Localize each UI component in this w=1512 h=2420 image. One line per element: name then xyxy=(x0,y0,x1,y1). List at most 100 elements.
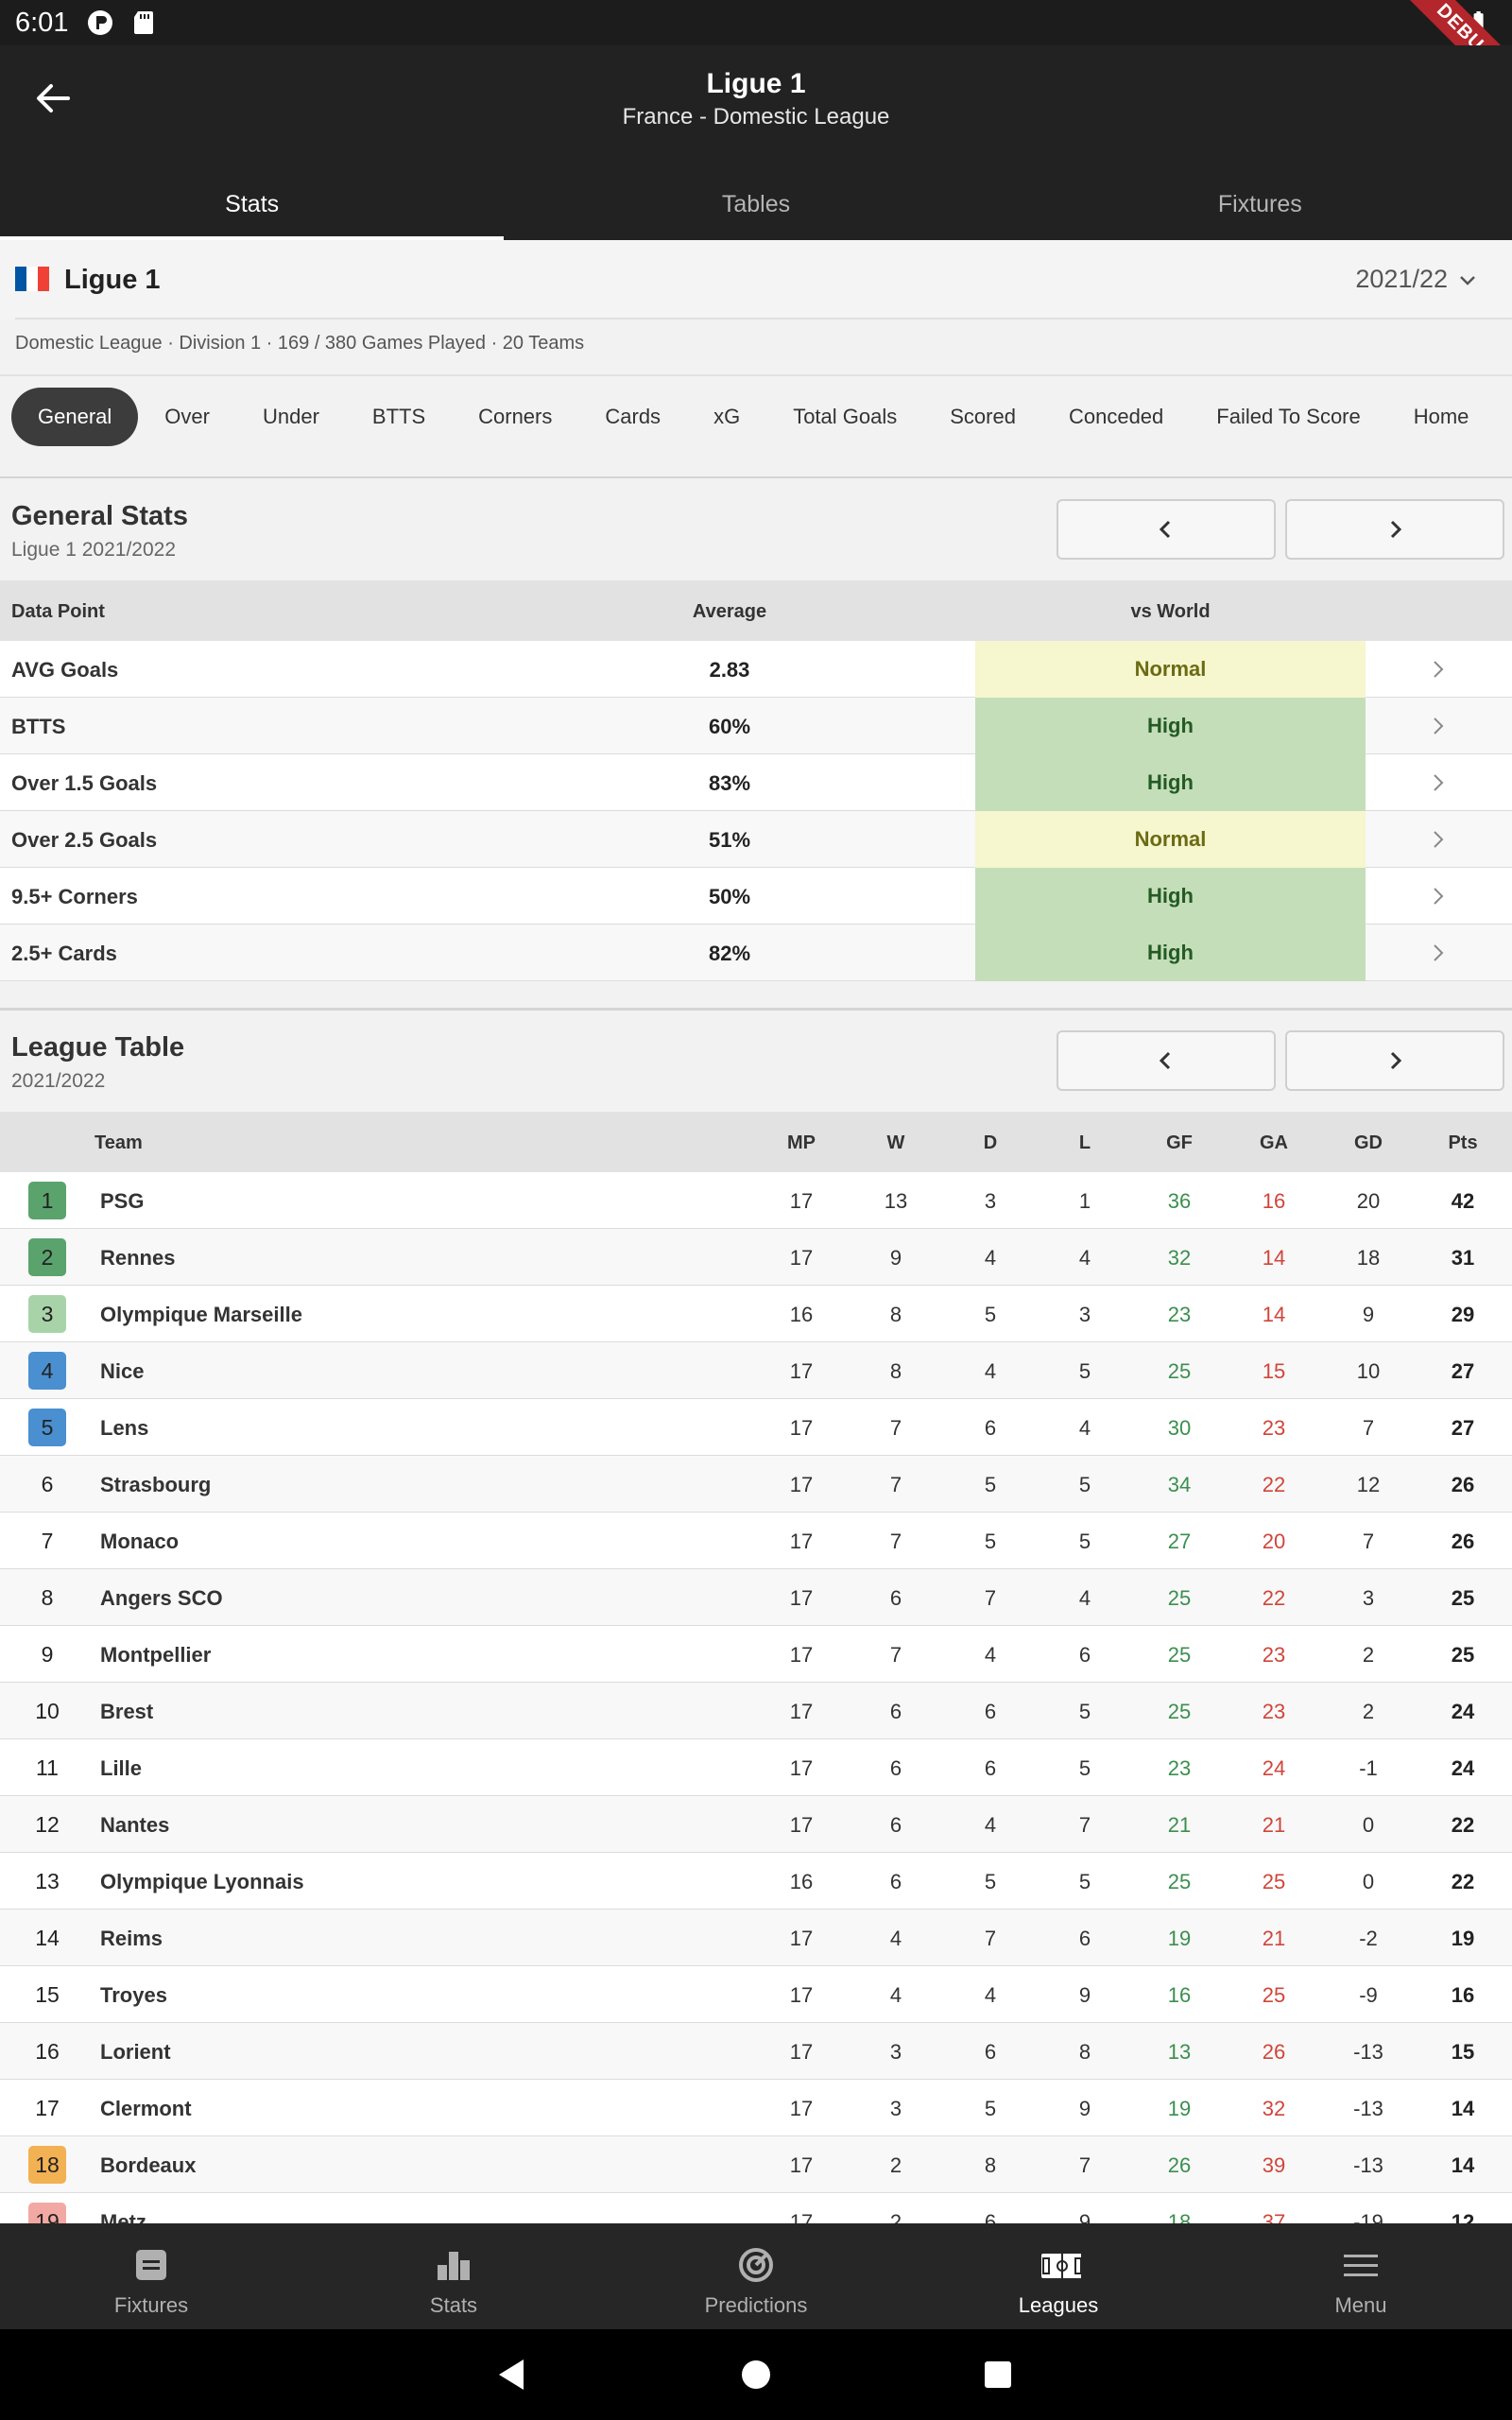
table-cell-gf: 25 xyxy=(1167,1586,1192,1610)
system-home-icon[interactable] xyxy=(737,2356,775,2394)
table-cell-gf: 23 xyxy=(1167,1303,1192,1326)
pitch-icon xyxy=(1041,2254,1081,2278)
table-cell-gf: 36 xyxy=(1167,1189,1192,1213)
table-cell-w: 3 xyxy=(889,2097,902,2120)
table-row[interactable]: 16 Lorient 17 3 6 8 13 26 -13 15 xyxy=(0,2023,1512,2080)
table-row[interactable]: 8 Angers SCO 17 6 7 4 25 22 3 25 xyxy=(0,1569,1512,1626)
team-name: Monaco xyxy=(100,1530,180,1553)
season-dropdown[interactable]: 2021/22 xyxy=(1355,265,1478,294)
stat-vs-world-badge: High xyxy=(975,698,1366,754)
table-cell-gd: 7 xyxy=(1362,1416,1375,1440)
nav-stats-label: Stats xyxy=(429,2293,478,2317)
chip-xg[interactable]: xG xyxy=(713,405,741,428)
sd-card-icon xyxy=(134,11,153,34)
table-cell-w: 13 xyxy=(884,1189,908,1213)
chevron-right-icon xyxy=(1434,888,1444,905)
league-table-next-button[interactable] xyxy=(1285,1030,1504,1091)
nav-predictions[interactable]: Predictions xyxy=(605,2223,907,2329)
table-cell-d: 6 xyxy=(984,1700,997,1723)
stats-row[interactable]: Over 2.5 Goals 51% Normal xyxy=(0,811,1512,868)
back-arrow-icon[interactable] xyxy=(28,74,77,123)
tab-bar: Stats Tables Fixtures xyxy=(0,168,1512,240)
nav-stats[interactable]: Stats xyxy=(302,2223,605,2329)
table-cell-gd: -9 xyxy=(1359,1983,1378,2007)
league-table-prev-button[interactable] xyxy=(1057,1030,1276,1091)
table-cell-pts: 29 xyxy=(1451,1303,1475,1326)
chip-cards[interactable]: Cards xyxy=(605,405,662,428)
stats-row[interactable]: BTTS 60% High xyxy=(0,698,1512,754)
stat-vs-world-badge: High xyxy=(975,925,1366,981)
general-stats-next-button[interactable] xyxy=(1285,499,1504,560)
table-cell-mp: 17 xyxy=(789,1927,814,1950)
table-row[interactable]: 1 PSG 17 13 3 1 36 16 20 42 xyxy=(0,1172,1512,1229)
general-stats-prev-button[interactable] xyxy=(1057,499,1276,560)
table-cell-pts: 19 xyxy=(1451,1927,1475,1950)
nav-menu[interactable]: Menu xyxy=(1210,2223,1512,2329)
table-row[interactable]: 3 Olympique Marseille 16 8 5 3 23 14 9 29 xyxy=(0,1286,1512,1342)
chip-under[interactable]: Under xyxy=(262,405,319,428)
chip-conceded[interactable]: Conceded xyxy=(1068,405,1164,428)
chip-home[interactable]: Home xyxy=(1413,405,1469,428)
system-back-icon[interactable] xyxy=(493,2356,531,2394)
stats-row[interactable]: AVG Goals 2.83 Normal xyxy=(0,641,1512,698)
table-cell-mp: 17 xyxy=(789,2153,814,2177)
tab-fixtures[interactable]: Fixtures xyxy=(1217,191,1302,217)
chip-over[interactable]: Over xyxy=(164,405,210,428)
table-row[interactable]: 6 Strasbourg 17 7 5 5 34 22 12 26 xyxy=(0,1456,1512,1512)
bar-chart-icon xyxy=(438,2252,470,2280)
position-badge: 12 xyxy=(35,1812,60,1837)
table-row[interactable]: 13 Olympique Lyonnais 16 6 5 5 25 25 0 22 xyxy=(0,1853,1512,1910)
table-row[interactable]: 14 Reims 17 4 7 6 19 21 -2 19 xyxy=(0,1910,1512,1966)
position-badge: 3 xyxy=(28,1295,66,1333)
table-row[interactable]: 5 Lens 17 7 6 4 30 23 7 27 xyxy=(0,1399,1512,1456)
tab-tables[interactable]: Tables xyxy=(721,191,791,217)
nav-fixtures[interactable]: Fixtures xyxy=(0,2223,302,2329)
stats-row[interactable]: 2.5+ Cards 82% High xyxy=(0,925,1512,981)
table-row[interactable]: 2 Rennes 17 9 4 4 32 14 18 31 xyxy=(0,1229,1512,1286)
table-cell-gd: 2 xyxy=(1362,1643,1375,1667)
league-table-body[interactable]: 1 PSG 17 13 3 1 36 16 20 42 2 Rennes 17 9 4 4 32 14 18 31 3 O… xyxy=(0,1172,1512,2223)
table-cell-l: 5 xyxy=(1078,1870,1091,1893)
table-cell-gd: -13 xyxy=(1353,2153,1383,2177)
table-row[interactable]: 9 Montpellier 17 7 4 6 25 23 2 25 xyxy=(0,1626,1512,1683)
chip-corners[interactable]: Corners xyxy=(478,405,553,428)
table-row[interactable]: 18 Bordeaux 17 2 8 7 26 39 -13 14 xyxy=(0,2136,1512,2193)
table-cell-gf: 23 xyxy=(1167,1756,1192,1780)
system-recents-icon[interactable] xyxy=(979,2356,1017,2394)
tab-stats[interactable]: Stats xyxy=(0,168,505,240)
table-row[interactable]: 19 Metz 17 2 6 9 18 37 -19 12 xyxy=(0,2193,1512,2223)
chip-general[interactable]: General xyxy=(11,388,139,446)
chip-scored[interactable]: Scored xyxy=(950,405,1016,428)
table-cell-gd: 18 xyxy=(1356,1246,1381,1270)
table-row[interactable]: 15 Troyes 17 4 4 9 16 25 -9 16 xyxy=(0,1966,1512,2023)
table-row[interactable]: 10 Brest 17 6 6 5 25 23 2 24 xyxy=(0,1683,1512,1739)
table-row[interactable]: 11 Lille 17 6 6 5 23 24 -1 24 xyxy=(0,1739,1512,1796)
table-cell-d: 5 xyxy=(984,1870,997,1893)
table-row[interactable]: 7 Monaco 17 7 5 5 27 20 7 26 xyxy=(0,1512,1512,1569)
table-row[interactable]: 4 Nice 17 8 4 5 25 15 10 27 xyxy=(0,1342,1512,1399)
table-cell-gf: 19 xyxy=(1167,1927,1192,1950)
chip-failed-to-score[interactable]: Failed To Score xyxy=(1216,405,1361,428)
table-row[interactable]: 17 Clermont 17 3 5 9 19 32 -13 14 xyxy=(0,2080,1512,2136)
table-cell-gd: -2 xyxy=(1359,1927,1378,1950)
col-d: D xyxy=(983,1132,998,1153)
table-cell-mp: 17 xyxy=(789,1813,814,1837)
stats-row[interactable]: Over 1.5 Goals 83% High xyxy=(0,754,1512,811)
col-gd: GD xyxy=(1354,1132,1383,1153)
table-row[interactable]: 12 Nantes 17 6 4 7 21 21 0 22 xyxy=(0,1796,1512,1853)
table-cell-ga: 21 xyxy=(1262,1927,1286,1950)
nav-leagues[interactable]: Leagues xyxy=(907,2223,1210,2329)
table-cell-ga: 16 xyxy=(1262,1189,1286,1213)
table-cell-gd: 3 xyxy=(1362,1586,1375,1610)
position-badge: 19 xyxy=(28,2203,66,2223)
table-cell-ga: 26 xyxy=(1262,2040,1286,2064)
col-l: L xyxy=(1078,1132,1091,1153)
chip-total-goals[interactable]: Total Goals xyxy=(793,405,898,428)
table-cell-w: 6 xyxy=(889,1813,902,1837)
table-cell-ga: 21 xyxy=(1262,1813,1286,1837)
stats-row[interactable]: 9.5+ Corners 50% High xyxy=(0,868,1512,925)
chip-btts[interactable]: BTTS xyxy=(371,405,426,428)
table-cell-ga: 22 xyxy=(1262,1586,1286,1610)
table-cell-mp: 17 xyxy=(789,1586,814,1610)
divider xyxy=(15,318,1512,320)
